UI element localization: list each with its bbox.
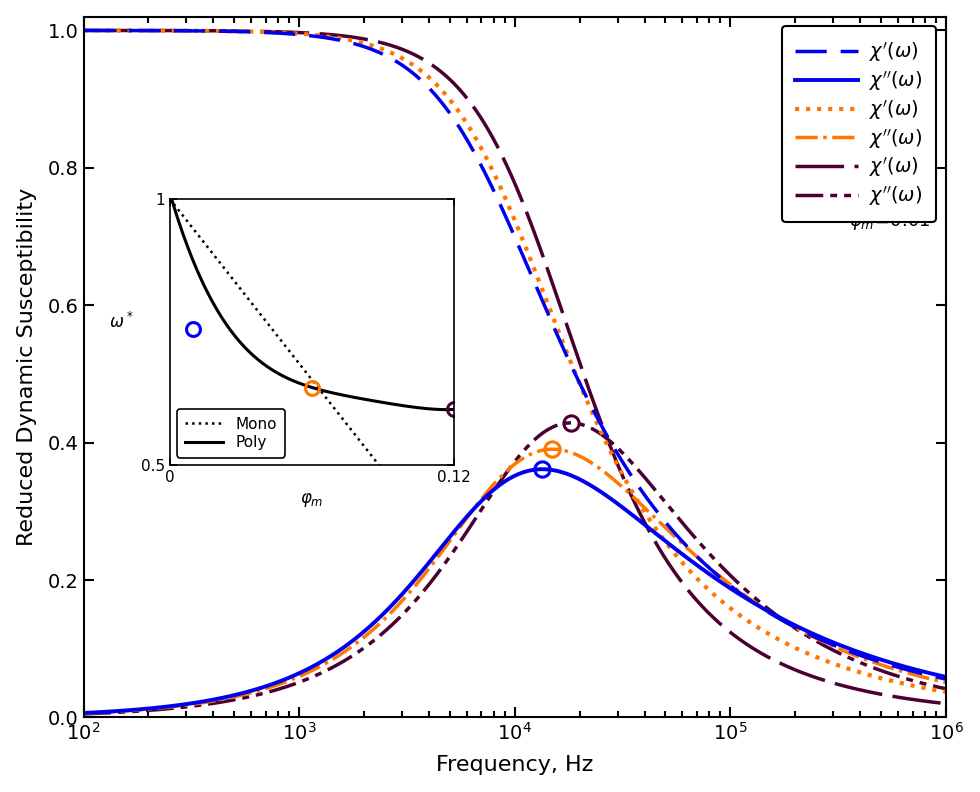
Text: $\varphi_m\!=\!0.12$: $\varphi_m\!=\!0.12$ [850,78,931,100]
Text: $\varphi_m\!=\!0.06$: $\varphi_m\!=\!0.06$ [849,145,931,166]
Legend: $\chi'(\omega)$, $\chi''(\omega)$, $\chi'(\omega)$, $\chi''(\omega)$, $\chi'(\om: $\chi'(\omega)$, $\chi''(\omega)$, $\chi… [782,26,936,222]
Y-axis label: Reduced Dynamic Susceptibility: Reduced Dynamic Susceptibility [17,188,36,546]
Text: $\varphi_m\!=\!0.01$: $\varphi_m\!=\!0.01$ [850,211,931,231]
X-axis label: Frequency, Hz: Frequency, Hz [436,756,594,775]
